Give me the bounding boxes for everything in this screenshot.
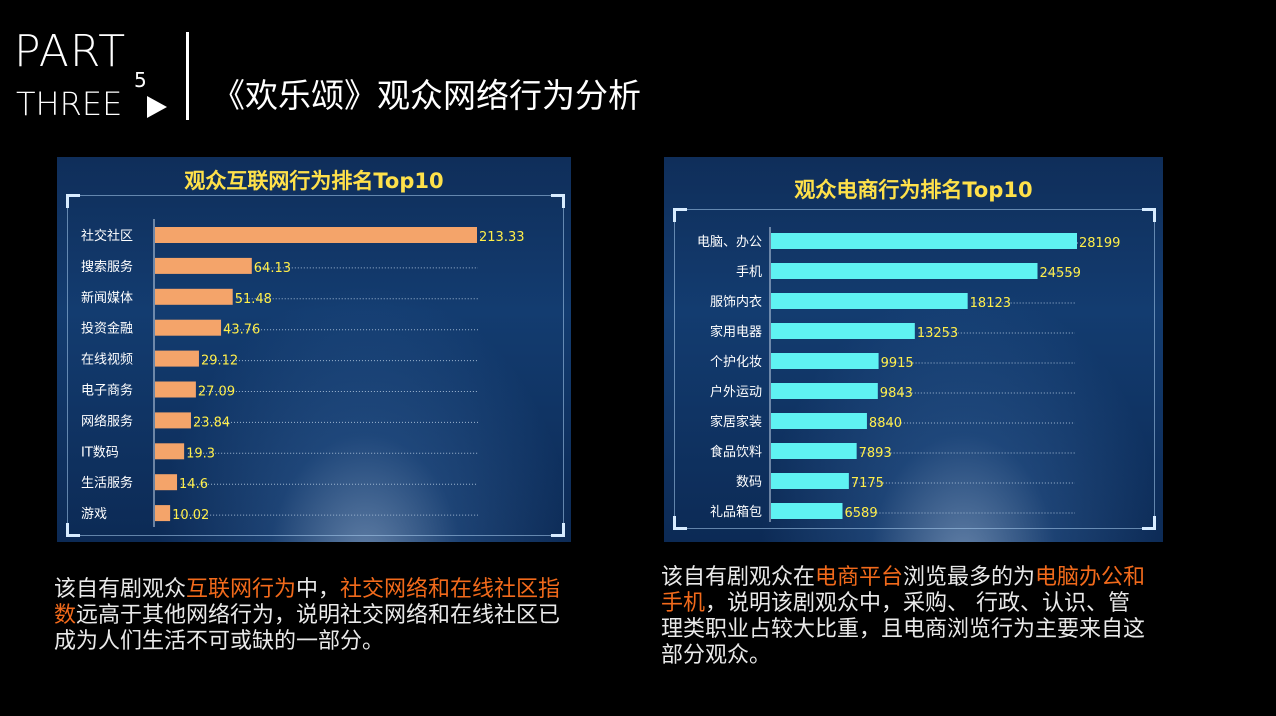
frame-corner	[551, 194, 565, 208]
frame-corner	[66, 194, 80, 208]
highlight-text: 互联网行为	[186, 577, 297, 602]
highlight-text: 社交网络和在线社区指数	[54, 577, 561, 628]
description-text: ，说明该剧观众中，采购、 行政、认识、管理类职业占较大比重，且电商浏览行为主要来…	[661, 591, 1146, 668]
frame-corner	[551, 523, 565, 537]
category-label: 礼品箱包	[710, 504, 762, 520]
bar-1	[771, 233, 1077, 249]
category-label: 家居家装	[710, 414, 762, 430]
value-label: 9843	[880, 386, 913, 401]
part-number: 5	[134, 68, 147, 92]
value-label: 43.76	[223, 323, 260, 338]
bar-7	[155, 412, 191, 429]
category-label: 电脑、办公	[697, 235, 762, 250]
page-title: 《欢乐颂》观众网络行为分析	[212, 76, 641, 115]
frame-corner	[66, 523, 80, 537]
bar-4	[771, 323, 915, 339]
frame-corner	[673, 208, 687, 222]
value-label: 64.13	[254, 261, 291, 276]
ecommerce-behavior-chart-panel: 观众电商行为排名Top10 电脑、办公 28199 手机 24559 服饰内衣 18123…	[664, 157, 1163, 542]
bar-2	[771, 263, 1038, 279]
internet-analysis-text: 该自有剧观众互联网行为中，社交网络和在线社区指数远高于其他网络行为，说明社交网络…	[54, 577, 566, 655]
description-text: 中，	[296, 577, 341, 602]
value-label: 8840	[869, 416, 902, 431]
bar-9	[771, 473, 849, 489]
category-label: 个护化妆	[710, 355, 762, 370]
bar-9	[155, 474, 178, 491]
category-label: 家用电器	[710, 324, 762, 340]
bar-8	[155, 443, 185, 460]
category-label: 手机	[736, 265, 762, 280]
ecommerce-behavior-bar-chart: 电脑、办公 28199 手机 24559 服饰内衣 18123 家用电器 13253 个护化妆 9…	[697, 227, 1120, 522]
bar-6	[155, 381, 196, 398]
internet-behavior-bar-chart: 社交社区 213.33 搜索服务 64.13 新闻媒体 51.48 投资金融 43.76 在线视…	[81, 219, 525, 527]
header-divider	[186, 32, 189, 120]
category-label: 食品饮料	[710, 444, 762, 460]
bar-5	[771, 353, 879, 369]
value-label: 18123	[970, 296, 1011, 311]
value-label: 19.3	[186, 446, 215, 461]
category-label: 网络服务	[81, 413, 133, 429]
bar-10	[155, 505, 171, 522]
value-label: 23.84	[193, 415, 230, 430]
internet-behavior-chart-panel: 观众互联网行为排名Top10 社交社区 213.33 搜索服务 64.13 新闻媒体 51…	[57, 157, 571, 542]
category-label: 游戏	[81, 507, 107, 522]
bar-3	[771, 293, 968, 309]
description-text: 远高于其他网络行为，说明社交网络和在线社区已成为人们生活不可或缺的一部分。	[54, 603, 561, 654]
three-label: THREE	[16, 85, 123, 123]
chart-frame	[66, 194, 565, 537]
value-label: 27.09	[198, 385, 235, 400]
frame-corner	[1142, 516, 1156, 530]
value-label: 7175	[851, 476, 884, 491]
value-label: 51.48	[235, 292, 272, 307]
value-label: 9915	[881, 356, 914, 371]
bar-5	[155, 350, 199, 367]
value-label: 13253	[917, 326, 958, 341]
internet-chart-title: 观众互联网行为排名Top10	[184, 169, 444, 193]
category-label: 在线视频	[81, 353, 133, 368]
category-label: 电子商务	[81, 383, 133, 399]
part-label: PART	[14, 26, 127, 77]
value-label: 7893	[859, 446, 892, 461]
description-text: 该自有剧观众在	[661, 565, 816, 590]
ecommerce-chart-title: 观众电商行为排名Top10	[794, 178, 1033, 202]
category-label: 投资金融	[81, 321, 133, 337]
value-label: 24559	[1040, 266, 1081, 281]
highlight-text: 电脑办公和手机	[661, 565, 1146, 616]
bar-4	[155, 319, 222, 336]
description-text: 浏览最多的为	[903, 565, 1036, 590]
value-label: 28199	[1079, 236, 1120, 251]
chart-frame	[673, 208, 1156, 530]
frame-corner	[1142, 208, 1156, 222]
value-label: 6589	[845, 506, 878, 521]
bar-2	[155, 257, 252, 274]
frame-corner	[673, 516, 687, 530]
value-label: 29.12	[201, 354, 238, 369]
category-label: 户外运动	[710, 384, 762, 400]
category-label: 生活服务	[81, 475, 133, 491]
value-label: 10.02	[172, 508, 209, 523]
category-label: IT数码	[81, 445, 119, 460]
ecommerce-analysis-text: 该自有剧观众在电商平台浏览最多的为电脑办公和手机，说明该剧观众中，采购、 行政、…	[661, 565, 1151, 669]
category-label: 搜索服务	[81, 259, 133, 275]
value-label: 213.33	[479, 230, 525, 245]
highlight-text: 电商平台	[815, 565, 904, 590]
play-arrow-icon	[147, 96, 167, 118]
category-label: 新闻媒体	[81, 290, 133, 306]
category-label: 数码	[736, 475, 762, 490]
value-label: 14.6	[179, 477, 208, 492]
bar-3	[155, 288, 233, 305]
bar-6	[771, 383, 878, 399]
category-label: 服饰内衣	[710, 294, 762, 310]
bar-1	[155, 227, 477, 243]
bar-8	[771, 443, 857, 459]
description-text: 该自有剧观众	[54, 577, 187, 602]
category-label: 社交社区	[81, 228, 133, 244]
bar-7	[771, 413, 867, 429]
bar-10	[771, 503, 843, 519]
